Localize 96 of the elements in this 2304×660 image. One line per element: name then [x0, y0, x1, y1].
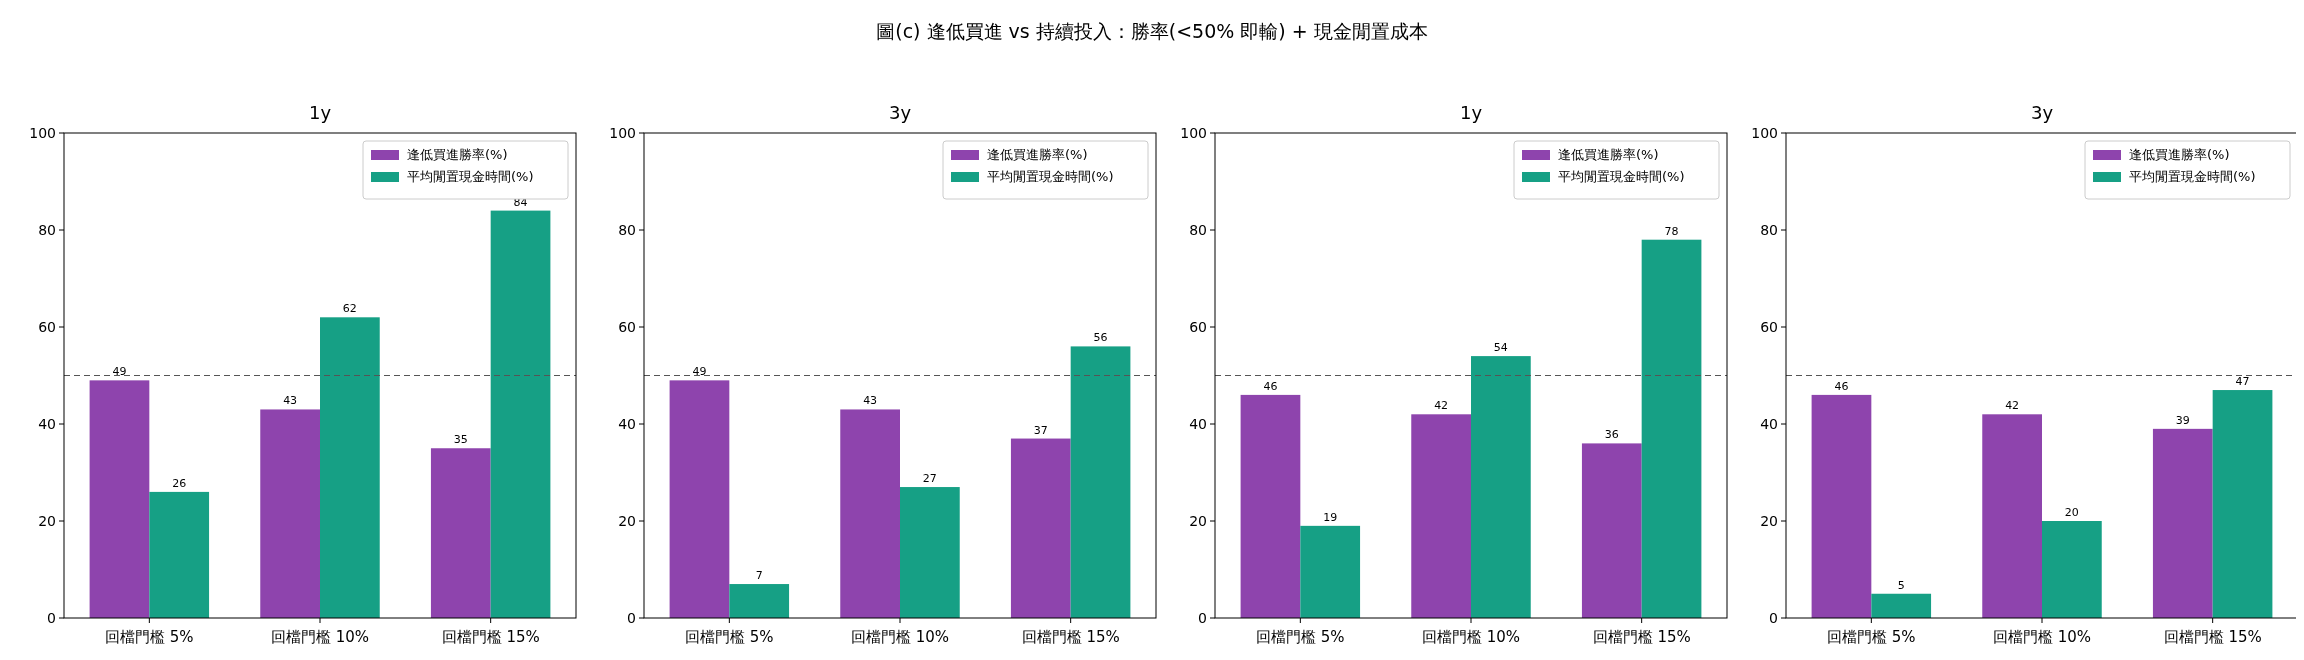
y-tick-label: 40	[1760, 416, 1778, 432]
data-label: 27	[922, 472, 937, 486]
bar	[320, 317, 380, 618]
data-label: 46	[1834, 379, 1849, 393]
data-label: 20	[2064, 506, 2079, 519]
bar	[1811, 394, 1872, 618]
legend-label: 逢低買進勝率(%)	[987, 147, 1088, 162]
x-tick-label: 回檔門檻 15%	[441, 628, 540, 646]
bar	[1471, 356, 1531, 618]
y-tick-label: 80	[38, 222, 56, 238]
y-tick-label: 0	[1198, 610, 1207, 626]
bar	[1070, 346, 1131, 618]
data-label: 42	[1434, 399, 1449, 413]
y-tick-label: 20	[618, 513, 636, 529]
bar	[260, 409, 320, 618]
bar	[2042, 521, 2102, 618]
x-tick-label: 回檔門檻 10%	[1992, 628, 2092, 646]
legend-label: 平均閒置現金時間(%)	[2129, 169, 2256, 184]
y-tick-label: 20	[1760, 513, 1778, 529]
x-tick-label: 回檔門檻 5%	[685, 628, 774, 646]
bar	[490, 210, 551, 618]
y-tick-label: 100	[609, 125, 636, 141]
data-label: 78	[1664, 224, 1679, 238]
bar	[1240, 394, 1301, 618]
data-label: 39	[2175, 413, 2190, 427]
chart-title: 1y	[1459, 102, 1483, 123]
legend-label: 逢低買進勝率(%)	[1558, 147, 1659, 162]
x-tick-label: 回檔門檻 10%	[850, 628, 950, 646]
y-tick-label: 40	[1189, 416, 1207, 432]
data-label: 46	[1263, 379, 1278, 393]
data-label: 5	[1897, 578, 1905, 592]
bar	[729, 584, 790, 618]
bar	[840, 409, 900, 618]
data-label: 35	[453, 433, 468, 447]
y-tick-label: 100	[1180, 125, 1207, 141]
legend-label: 逢低買進勝率(%)	[2129, 147, 2230, 162]
y-tick-label: 80	[1760, 222, 1778, 238]
legend-label: 平均閒置現金時間(%)	[1558, 169, 1685, 184]
bar	[1300, 525, 1361, 618]
y-tick-label: 60	[618, 319, 636, 335]
data-label: 49	[112, 365, 127, 379]
bar	[430, 448, 491, 618]
bar	[1871, 593, 1932, 618]
data-label: 26	[172, 476, 187, 490]
data-label: 43	[863, 394, 878, 408]
bar	[900, 487, 960, 618]
y-tick-label: 60	[1760, 319, 1778, 335]
y-tick-label: 60	[1189, 319, 1207, 335]
data-label: 54	[1493, 341, 1508, 355]
y-tick-label: 40	[618, 416, 636, 432]
chart-title: 3y	[888, 102, 912, 123]
data-label: 47	[2235, 375, 2250, 389]
data-label: 37	[1033, 423, 1048, 437]
bar	[2152, 428, 2213, 618]
data-label: 62	[342, 302, 357, 316]
bar	[1010, 438, 1071, 618]
chart-title: 3y	[2030, 102, 2054, 123]
data-label: 43	[283, 394, 298, 408]
data-label: 36	[1604, 428, 1619, 442]
data-label: 42	[2005, 399, 2020, 413]
bar	[1581, 443, 1642, 618]
x-tick-label: 回檔門檻 5%	[105, 628, 194, 646]
bar	[669, 380, 730, 618]
x-tick-label: 回檔門檻 15%	[1021, 628, 1120, 646]
legend-label: 逢低買進勝率(%)	[407, 147, 508, 162]
legend-label: 平均閒置現金時間(%)	[407, 169, 534, 184]
bar	[1982, 414, 2042, 618]
y-tick-label: 20	[38, 513, 56, 529]
data-label: 56	[1093, 331, 1108, 345]
bar	[149, 491, 210, 618]
chart-title: 1y	[308, 102, 332, 123]
x-tick-label: 回檔門檻 10%	[270, 628, 370, 646]
y-tick-label: 0	[47, 610, 56, 626]
legend-label: 平均閒置現金時間(%)	[987, 169, 1114, 184]
bar	[89, 380, 150, 618]
y-tick-label: 60	[38, 319, 56, 335]
bar	[1641, 239, 1702, 618]
y-tick-label: 20	[1189, 513, 1207, 529]
y-tick-label: 40	[38, 416, 56, 432]
x-tick-label: 回檔門檻 10%	[1421, 628, 1521, 646]
text: 圖(c) 逢低買進 vs 持續投入：勝率(<50% 即輸) + 現金閒置成本	[876, 20, 1428, 42]
data-label: 49	[692, 365, 707, 379]
x-tick-label: 回檔門檻 5%	[1256, 628, 1345, 646]
data-label: 19	[1323, 510, 1338, 524]
y-tick-label: 0	[627, 610, 636, 626]
y-tick-label: 80	[618, 222, 636, 238]
x-tick-label: 回檔門檻 15%	[2163, 628, 2262, 646]
y-tick-label: 80	[1189, 222, 1207, 238]
y-tick-label: 0	[1769, 610, 1778, 626]
bar	[2212, 390, 2273, 618]
y-tick-label: 100	[29, 125, 56, 141]
x-tick-label: 回檔門檻 15%	[1592, 628, 1691, 646]
y-tick-label: 100	[1751, 125, 1778, 141]
x-tick-label: 回檔門檻 5%	[1827, 628, 1916, 646]
data-label: 7	[755, 569, 763, 583]
bar	[1411, 414, 1471, 618]
